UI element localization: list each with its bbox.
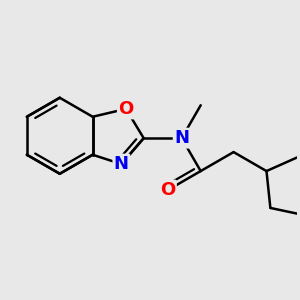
Text: O: O	[160, 181, 176, 199]
Text: N: N	[174, 129, 189, 147]
Text: N: N	[114, 155, 129, 173]
Text: O: O	[118, 100, 134, 118]
